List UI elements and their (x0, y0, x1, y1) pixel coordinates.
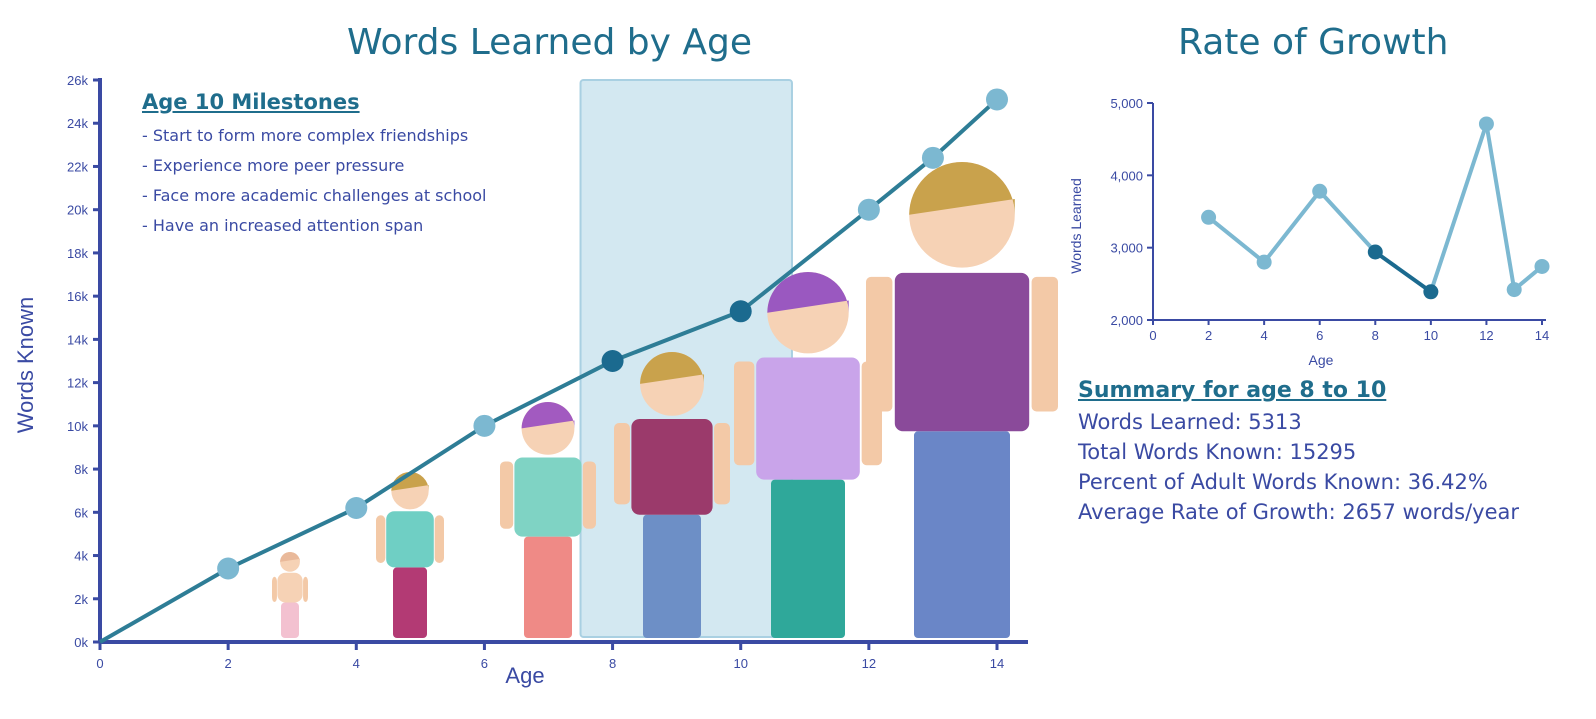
growth-line-segment (1428, 121, 1489, 294)
y-tick-label: 4k (74, 549, 88, 564)
growth-point-age-2[interactable] (1201, 209, 1217, 225)
summary-heading: Summary for age 8 to 10 (1078, 378, 1387, 403)
data-point-age-6[interactable] (473, 414, 496, 437)
growth-y-tick-label: 5,000 (1110, 96, 1143, 111)
milestone-item: - Experience more peer pressure (142, 156, 405, 175)
teen-boy-with-backpack-figure (866, 162, 1058, 638)
growth-point-age-13[interactable] (1506, 282, 1522, 298)
y-tick-label: 24k (67, 116, 88, 131)
growth-point-age-10[interactable] (1423, 284, 1439, 300)
growth-line-segment (1317, 189, 1378, 255)
words-learned-chart: 0k 2k 4k 6k 8k 10k 12k 14k 16k 18k 20k 22k 24k 26k 0 2 4… (13, 73, 1058, 688)
y-tick-label: 18k (67, 246, 88, 261)
growth-point-age-12[interactable] (1478, 116, 1494, 132)
x-tick-label: 8 (609, 656, 616, 671)
y-tick-label: 10k (67, 419, 88, 434)
summary-words-learned: Words Learned: 5313 (1078, 410, 1302, 434)
growth-point-age-6[interactable] (1312, 183, 1328, 199)
growth-y-tick-label: 2,000 (1110, 313, 1143, 328)
growth-x-tick-label: 14 (1535, 328, 1549, 343)
growth-line-segment (1373, 250, 1433, 294)
y-tick-label: 16k (67, 289, 88, 304)
data-point-age-14[interactable] (986, 88, 1008, 111)
girl-figure (500, 402, 596, 638)
y-tick-label: 20k (67, 203, 88, 218)
x-tick-label: 0 (96, 656, 103, 671)
baby-figure (272, 552, 308, 638)
milestone-item: - Face more academic challenges at schoo… (142, 186, 487, 205)
y-tick-label: 22k (67, 159, 88, 174)
milestone-item: - Start to form more complex friendships (142, 126, 469, 145)
data-point-age-12[interactable] (857, 198, 880, 221)
summary-panel: Summary for age 8 to 10 Words Learned: 5… (1078, 378, 1519, 527)
age-figures (272, 162, 1058, 638)
growth-point-age-14[interactable] (1534, 258, 1550, 274)
boy-with-soccer-ball-figure (614, 351, 730, 638)
growth-x-tick-label: 2 (1205, 328, 1212, 343)
data-point-age-2[interactable] (217, 557, 240, 580)
growth-x-tick-label: 6 (1316, 328, 1323, 343)
summary-average-rate: Average Rate of Growth: 2657 words/year (1078, 500, 1520, 524)
growth-y-tick-label: 3,000 (1110, 241, 1143, 256)
growth-line-segment (1484, 121, 1517, 292)
y-tick-label: 26k (67, 73, 88, 88)
x-tick-label: 2 (225, 656, 232, 671)
growth-x-tick-label: 8 (1372, 328, 1379, 343)
x-tick-label: 4 (353, 656, 360, 671)
growth-x-tick-label: 4 (1261, 328, 1268, 343)
x-tick-label: 12 (862, 656, 876, 671)
data-point-age-10[interactable] (729, 300, 752, 323)
chart-title: Words Learned by Age (347, 22, 753, 63)
summary-total-words: Total Words Known: 15295 (1078, 440, 1357, 464)
summary-percent-adult: Percent of Adult Words Known: 36.42% (1078, 470, 1488, 494)
growth-line-segment (1206, 215, 1267, 265)
data-point-age-13[interactable] (921, 146, 944, 169)
toddler-figure (376, 472, 444, 638)
data-point-age-4[interactable] (345, 496, 368, 519)
growth-chart-title: Rate of Growth (1178, 22, 1449, 63)
growth-x-tick-label: 10 (1424, 328, 1438, 343)
growth-y-axis-title: Words Learned (1068, 178, 1084, 273)
y-tick-label: 12k (67, 376, 88, 391)
y-tick-label: 8k (74, 462, 88, 477)
y-tick-label: 2k (74, 592, 88, 607)
growth-line-segment (1262, 189, 1322, 265)
milestones-heading: Age 10 Milestones (142, 90, 360, 114)
y-tick-label: 6k (74, 505, 88, 520)
y-tick-label: 0k (74, 635, 88, 650)
growth-y-tick-label: 4,000 (1110, 168, 1143, 183)
growth-x-axis-title: Age (1309, 352, 1334, 368)
rate-of-growth-chart: 2,000 3,000 4,000 5,000 0 2 4 6 8 10 12 14 Age Word… (1068, 96, 1550, 368)
x-tick-label: 6 (481, 656, 488, 671)
milestone-item: - Have an increased attention span (142, 216, 424, 235)
x-tick-label: 10 (733, 656, 747, 671)
growth-x-tick-label: 12 (1479, 328, 1493, 343)
growth-point-age-8[interactable] (1367, 244, 1383, 260)
milestones-list: - Start to form more complex friendships… (142, 121, 486, 241)
data-point-age-8[interactable] (601, 350, 624, 372)
x-tick-label: 14 (990, 656, 1004, 671)
y-axis-title: Words Known (13, 297, 38, 434)
growth-point-age-4[interactable] (1256, 254, 1272, 270)
x-axis-title: Age (505, 663, 544, 688)
y-tick-label: 14k (67, 332, 88, 347)
preteen-girl-figure (734, 272, 882, 638)
growth-x-tick-label: 0 (1149, 328, 1156, 343)
milestones-panel: Age 10 Milestones - Start to form more c… (142, 90, 486, 241)
